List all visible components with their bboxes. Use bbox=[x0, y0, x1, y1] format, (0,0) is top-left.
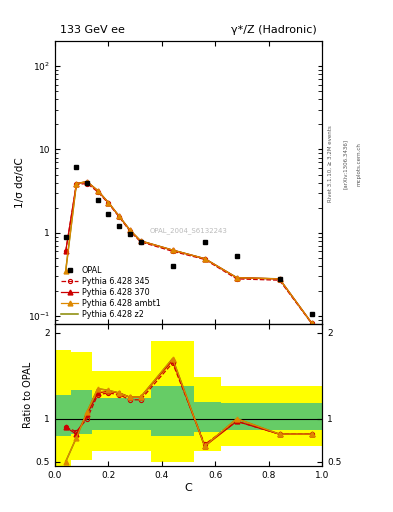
OPAL bbox=[277, 276, 282, 282]
Pythia 6.428 345 bbox=[63, 248, 68, 254]
Pythia 6.428 z2 bbox=[170, 247, 175, 253]
OPAL bbox=[63, 234, 68, 241]
Line: Pythia 6.428 345: Pythia 6.428 345 bbox=[64, 181, 314, 326]
Pythia 6.428 ambt1 bbox=[170, 247, 175, 253]
Pythia 6.428 z2 bbox=[63, 268, 68, 274]
Pythia 6.428 345 bbox=[117, 214, 121, 220]
OPAL bbox=[95, 197, 100, 203]
Pythia 6.428 370 bbox=[106, 200, 111, 206]
Pythia 6.428 345 bbox=[95, 189, 100, 195]
OPAL bbox=[202, 239, 207, 245]
Pythia 6.428 z2 bbox=[85, 179, 90, 185]
Pythia 6.428 345 bbox=[74, 181, 79, 187]
OPAL bbox=[127, 231, 132, 237]
Pythia 6.428 z2 bbox=[74, 180, 79, 186]
OPAL bbox=[85, 180, 90, 186]
Text: 133 GeV ee: 133 GeV ee bbox=[61, 25, 125, 35]
Text: γ*/Z (Hadronic): γ*/Z (Hadronic) bbox=[231, 25, 317, 35]
Text: OPAL_2004_S6132243: OPAL_2004_S6132243 bbox=[150, 227, 228, 234]
OPAL bbox=[117, 223, 121, 229]
OPAL bbox=[74, 164, 79, 170]
X-axis label: C: C bbox=[185, 482, 193, 493]
Pythia 6.428 370 bbox=[74, 180, 79, 186]
Pythia 6.428 z2 bbox=[234, 274, 239, 281]
Pythia 6.428 370 bbox=[85, 179, 90, 185]
OPAL bbox=[106, 210, 111, 217]
Pythia 6.428 370 bbox=[170, 247, 175, 253]
Pythia 6.428 370 bbox=[138, 238, 143, 244]
Pythia 6.428 370 bbox=[117, 213, 121, 219]
Pythia 6.428 ambt1 bbox=[117, 213, 121, 219]
Line: Pythia 6.428 z2: Pythia 6.428 z2 bbox=[66, 182, 312, 323]
OPAL bbox=[170, 263, 175, 269]
Pythia 6.428 370 bbox=[277, 276, 282, 282]
Line: Pythia 6.428 370: Pythia 6.428 370 bbox=[63, 179, 314, 325]
Pythia 6.428 345 bbox=[202, 257, 207, 263]
Line: Pythia 6.428 ambt1: Pythia 6.428 ambt1 bbox=[63, 179, 314, 325]
Text: [arXiv:1306.3436]: [arXiv:1306.3436] bbox=[343, 139, 348, 189]
Pythia 6.428 345 bbox=[170, 248, 175, 254]
Pythia 6.428 345 bbox=[138, 239, 143, 245]
Pythia 6.428 ambt1 bbox=[127, 227, 132, 233]
Pythia 6.428 z2 bbox=[117, 213, 121, 219]
Pythia 6.428 370 bbox=[95, 187, 100, 194]
Pythia 6.428 345 bbox=[234, 276, 239, 282]
Pythia 6.428 z2 bbox=[127, 227, 132, 233]
Pythia 6.428 ambt1 bbox=[106, 200, 111, 206]
Pythia 6.428 z2 bbox=[138, 238, 143, 244]
OPAL bbox=[234, 253, 239, 260]
Pythia 6.428 z2 bbox=[95, 187, 100, 194]
Pythia 6.428 345 bbox=[277, 277, 282, 283]
Pythia 6.428 ambt1 bbox=[74, 180, 79, 186]
Pythia 6.428 ambt1 bbox=[138, 238, 143, 244]
Pythia 6.428 ambt1 bbox=[63, 268, 68, 274]
Text: Rivet 3.1.10, ≥ 3.2M events: Rivet 3.1.10, ≥ 3.2M events bbox=[328, 125, 333, 202]
Pythia 6.428 370 bbox=[202, 255, 207, 262]
Pythia 6.428 370 bbox=[127, 227, 132, 233]
Y-axis label: 1/σ dσ/dC: 1/σ dσ/dC bbox=[15, 157, 25, 208]
Pythia 6.428 ambt1 bbox=[234, 274, 239, 281]
Pythia 6.428 z2 bbox=[277, 276, 282, 282]
Pythia 6.428 370 bbox=[309, 320, 314, 326]
Legend: OPAL, Pythia 6.428 345, Pythia 6.428 370, Pythia 6.428 ambt1, Pythia 6.428 z2: OPAL, Pythia 6.428 345, Pythia 6.428 370… bbox=[59, 264, 162, 320]
Pythia 6.428 ambt1 bbox=[85, 179, 90, 185]
OPAL bbox=[138, 239, 143, 245]
Text: mcplots.cern.ch: mcplots.cern.ch bbox=[356, 142, 361, 186]
Line: OPAL: OPAL bbox=[63, 164, 314, 317]
Pythia 6.428 z2 bbox=[309, 320, 314, 326]
Pythia 6.428 370 bbox=[234, 274, 239, 281]
Pythia 6.428 ambt1 bbox=[202, 255, 207, 262]
Pythia 6.428 345 bbox=[85, 180, 90, 186]
Pythia 6.428 345 bbox=[309, 321, 314, 327]
Y-axis label: Ratio to OPAL: Ratio to OPAL bbox=[23, 362, 33, 428]
OPAL bbox=[309, 311, 314, 317]
Pythia 6.428 ambt1 bbox=[309, 320, 314, 326]
Pythia 6.428 345 bbox=[127, 228, 132, 234]
Pythia 6.428 ambt1 bbox=[95, 187, 100, 194]
Pythia 6.428 ambt1 bbox=[277, 276, 282, 282]
Pythia 6.428 370 bbox=[63, 248, 68, 254]
Pythia 6.428 z2 bbox=[106, 200, 111, 206]
Pythia 6.428 z2 bbox=[202, 255, 207, 262]
Pythia 6.428 345 bbox=[106, 200, 111, 206]
